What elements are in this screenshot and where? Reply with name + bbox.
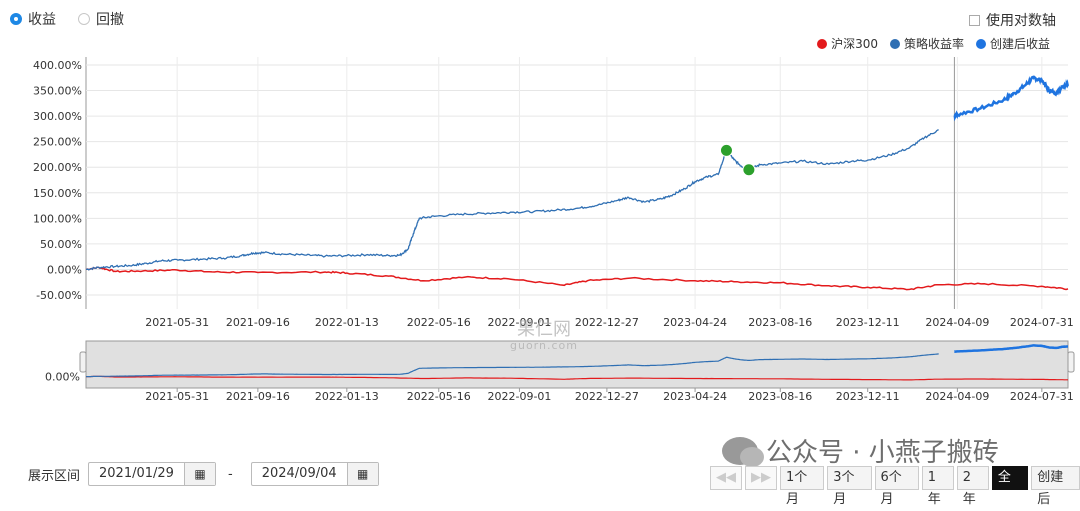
y-tick-label: 300.00% bbox=[33, 110, 82, 123]
range-all-button[interactable]: 全部 bbox=[991, 466, 1029, 507]
x-tick-label: 2022-09-01 bbox=[487, 316, 551, 329]
returns-radio[interactable]: 收益 bbox=[10, 9, 56, 29]
date-range-picker: 展示区间 2021/01/29 ▦ - 2024/09/04 ▦ bbox=[28, 462, 379, 486]
x-tick-label: 2021-05-31 bbox=[145, 316, 209, 329]
x-tick-label: 2021-09-16 bbox=[226, 316, 290, 329]
range-since-creation-button[interactable]: 创建后 bbox=[1031, 466, 1080, 507]
site-watermark: 果仁网 guorn.com bbox=[510, 319, 578, 352]
x-tick-label: 2024-04-09 bbox=[925, 316, 989, 329]
drawdown-marker bbox=[719, 143, 733, 157]
navigator-x-label: 2022-12-27 bbox=[575, 390, 639, 403]
y-tick-label: 200.00% bbox=[33, 161, 82, 174]
date-range-label: 展示区间 bbox=[28, 468, 81, 484]
x-tick-label: 2022-12-27 bbox=[575, 316, 639, 329]
date-separator: - bbox=[228, 466, 233, 482]
start-date-field[interactable]: 2021/01/29 ▦ bbox=[88, 462, 217, 486]
range-1y-button[interactable]: 1年 bbox=[921, 466, 954, 507]
x-tick-label: 2023-04-24 bbox=[663, 316, 727, 329]
x-tick-label: 2023-12-11 bbox=[836, 316, 900, 329]
navigator-line-hs300 bbox=[85, 375, 1068, 381]
y-tick-label: -50.00% bbox=[36, 289, 82, 302]
calendar-icon[interactable]: ▦ bbox=[184, 463, 216, 485]
range-3m-button[interactable]: 3个月 bbox=[827, 466, 872, 507]
navigator-x-label: 2021-05-31 bbox=[145, 390, 209, 403]
legend-item-post-creation[interactable]: 创建后收益 bbox=[975, 35, 1050, 52]
legend-swatch-icon bbox=[889, 38, 900, 49]
drawdown-radio-label: 回撤 bbox=[96, 12, 124, 28]
radio-dot-icon bbox=[10, 13, 22, 25]
returns-radio-label: 收益 bbox=[28, 12, 56, 28]
x-tick-label: 2023-08-16 bbox=[748, 316, 812, 329]
navigator-x-label: 2023-12-11 bbox=[836, 390, 900, 403]
range-6m-button[interactable]: 6个月 bbox=[874, 466, 919, 507]
legend-item-hs300[interactable]: 沪深300 bbox=[817, 35, 878, 52]
chart-legend: 沪深300 策略收益率 创建后收益 bbox=[817, 35, 1050, 52]
y-tick-label: 50.00% bbox=[40, 238, 82, 251]
mode-toggle: 收益 回撤 bbox=[10, 9, 124, 29]
navigator-x-label: 2022-09-01 bbox=[487, 390, 551, 403]
next-range-icon[interactable]: ▶▶ bbox=[745, 466, 777, 490]
radio-dot-icon bbox=[78, 13, 90, 25]
drawdown-marker bbox=[742, 163, 756, 177]
navigator: 0.00% 2021-05-31 2021-09-16 2022-01-13 2022-… bbox=[45, 340, 1075, 403]
navigator-x-label: 2022-01-13 bbox=[315, 390, 379, 403]
navigator-y-label: 0.00% bbox=[45, 371, 80, 384]
navigator-left-handle bbox=[79, 351, 87, 373]
navigator-line-strategy bbox=[85, 353, 939, 378]
returns-chart: -50.00% 0.00% 50.00% 100.00% 150.00% 200.00% 2… bbox=[33, 57, 1075, 403]
navigator-x-label: 2024-04-09 bbox=[925, 390, 989, 403]
legend-swatch-icon bbox=[817, 38, 828, 49]
navigator-line-post-creation bbox=[954, 344, 1068, 354]
legend-swatch-icon bbox=[975, 38, 986, 49]
x-tick-label: 2022-01-13 bbox=[315, 316, 379, 329]
range-1m-button[interactable]: 1个月 bbox=[780, 466, 825, 507]
navigator-x-label: 2024-07-31 bbox=[1010, 390, 1074, 403]
y-tick-label: 150.00% bbox=[33, 187, 82, 200]
y-tick-label: 250.00% bbox=[33, 136, 82, 149]
y-tick-label: 350.00% bbox=[33, 85, 82, 98]
range-2y-button[interactable]: 2年 bbox=[956, 466, 989, 507]
main-series bbox=[85, 75, 1070, 291]
x-axis-ticks: 2021-05-31 2021-09-16 2022-01-13 2022-05-16… bbox=[145, 316, 1074, 329]
range-buttons: ◀◀ ▶▶ 1个月 3个月 6个月 1年 2年 全部 创建后 bbox=[710, 466, 1080, 507]
series-line-strategy bbox=[85, 129, 939, 271]
y-axis-ticks: -50.00% 0.00% 50.00% 100.00% 150.00% 200.00% 2… bbox=[33, 59, 82, 302]
account-watermark: 公众号 · 小燕子搬砖 bbox=[722, 432, 999, 469]
navigator-x-label: 2023-08-16 bbox=[748, 390, 812, 403]
wechat-icon bbox=[722, 436, 764, 467]
series-line-hs300 bbox=[85, 266, 1069, 291]
x-tick-label: 2022-05-16 bbox=[407, 316, 471, 329]
navigator-right-handle bbox=[1067, 351, 1075, 373]
y-tick-label: 100.00% bbox=[33, 212, 82, 225]
prev-range-icon[interactable]: ◀◀ bbox=[710, 466, 742, 490]
account-watermark-text: 公众号 · 小燕子搬砖 bbox=[766, 438, 999, 468]
legend-label: 创建后收益 bbox=[989, 37, 1050, 51]
log-axis-label: 使用对数轴 bbox=[986, 13, 1056, 29]
start-date-value[interactable]: 2021/01/29 bbox=[99, 466, 174, 481]
end-date-field[interactable]: 2024/09/04 ▦ bbox=[250, 462, 379, 486]
y-tick-label: 400.00% bbox=[33, 59, 82, 72]
drawdown-radio[interactable]: 回撤 bbox=[78, 9, 124, 29]
navigator-x-label: 2021-09-16 bbox=[226, 390, 290, 403]
calendar-icon[interactable]: ▦ bbox=[346, 463, 378, 485]
x-tick-label: 2024-07-31 bbox=[1010, 316, 1074, 329]
series-line-post-creation bbox=[953, 75, 1070, 122]
end-date-value[interactable]: 2024/09/04 bbox=[261, 466, 337, 481]
legend-item-strategy[interactable]: 策略收益率 bbox=[889, 35, 964, 52]
log-axis-toggle[interactable]: 使用对数轴 bbox=[969, 10, 1056, 30]
checkbox-icon[interactable] bbox=[969, 14, 980, 26]
legend-label: 策略收益率 bbox=[903, 37, 964, 51]
y-tick-label: 0.00% bbox=[47, 263, 82, 276]
navigator-x-label: 2023-04-24 bbox=[663, 390, 727, 403]
main-grid bbox=[85, 57, 1068, 309]
legend-label: 沪深300 bbox=[831, 37, 878, 51]
navigator-x-label: 2022-05-16 bbox=[407, 390, 471, 403]
